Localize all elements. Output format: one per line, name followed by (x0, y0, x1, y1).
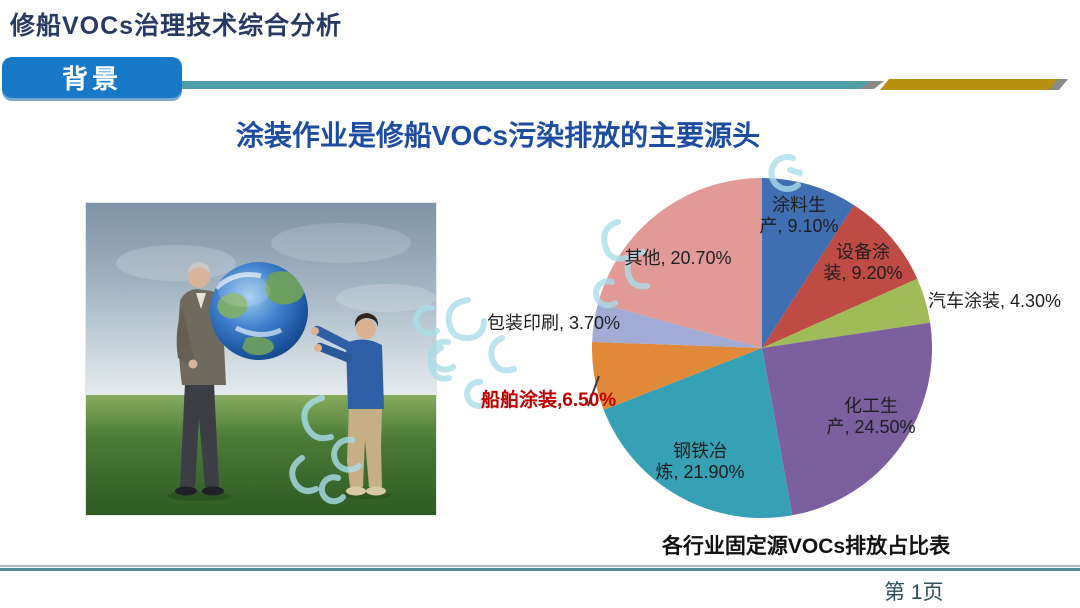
footer-rule-bottom (0, 568, 1080, 571)
pie-slice-paint-production (762, 178, 855, 348)
pie-slice-equipment-coating (762, 205, 918, 348)
head (356, 319, 376, 339)
pie-label-auto-coating: 汽车涂装, 4.30% (928, 291, 1061, 312)
cane-arm (176, 307, 194, 366)
label-line: 其他, 20.70% (624, 248, 732, 268)
label-line: 产, 9.10% (759, 216, 839, 236)
cloud-swirl (214, 272, 262, 290)
pie-slice-packaging-printing (592, 302, 762, 348)
page-title: 修船VOCs治理技术综合分析 (10, 12, 343, 40)
pie-slice-ship-coating (592, 341, 762, 410)
shoe (366, 486, 386, 496)
reaching-arm (315, 342, 353, 363)
chart-caption: 各行业固定源VOCs排放占比表 (661, 535, 951, 558)
label-line: 涂料生 (772, 195, 826, 215)
globe-highlight (218, 275, 270, 307)
hand (311, 327, 319, 335)
dark-hair (354, 313, 379, 327)
shoe (175, 486, 197, 496)
label-line: 船舶涂装,6.50% (481, 390, 617, 411)
label-line: 汽车涂装, 4.30% (928, 291, 1062, 311)
cloud (116, 245, 236, 281)
divider-teal-bar (180, 81, 870, 89)
hand (188, 359, 198, 369)
label-line: 产, 24.50% (826, 417, 916, 437)
shirt (196, 293, 206, 309)
label-line: 装, 9.20% (823, 263, 903, 283)
page-number: 第 1页 (884, 581, 944, 604)
continent (242, 336, 274, 356)
pie-label-steel-smelting: 钢铁冶 炼, 21.90% (652, 441, 748, 483)
pie-slice-steel-smelting (603, 348, 793, 518)
cloud-swirl (234, 325, 283, 337)
continent (217, 293, 248, 319)
pie-label-equipment-coating: 设备涂 装, 9.20% (817, 242, 909, 284)
pie-label-ship-coating-highlight: 船舶涂装,6.50% (481, 390, 616, 411)
pie-label-other: 其他, 20.70% (623, 248, 733, 269)
head (188, 266, 210, 288)
photo-earth-handover (85, 202, 437, 516)
label-line: 化工生 (844, 396, 898, 416)
shoe (202, 486, 224, 496)
pie-label-paint-production: 涂料生 产, 9.10% (753, 195, 845, 237)
continent (265, 271, 305, 305)
label-line: 钢铁冶 (673, 441, 727, 461)
label-line: 包装印刷, 3.70% (487, 313, 621, 333)
gray-hair (188, 262, 210, 274)
cloud (271, 223, 411, 263)
reaching-arm (312, 325, 352, 351)
trousers (180, 383, 219, 487)
slide-title: 涂装作业是修船VOCs污染排放的主要源头 (235, 120, 761, 151)
label-line: 设备涂 (836, 242, 890, 262)
divider-gold-bar (880, 79, 1058, 90)
shoe (346, 486, 366, 496)
pie-label-chemical-production: 化工生 产, 24.50% (822, 396, 920, 438)
pie-label-packaging-printing: 包装印刷, 3.70% (487, 313, 620, 334)
label-line: 炼, 21.90% (655, 462, 745, 482)
footer-rule-top (0, 565, 1080, 567)
pie-slice-chemical-production (762, 322, 932, 516)
pie-slice-auto-coating (762, 278, 931, 348)
blue-shirt (346, 339, 384, 409)
earth-globe (210, 262, 308, 360)
divider-gray-accent-right (1040, 79, 1068, 90)
hand (314, 344, 322, 352)
cloud (336, 284, 436, 312)
section-badge: 背景 (2, 57, 182, 98)
